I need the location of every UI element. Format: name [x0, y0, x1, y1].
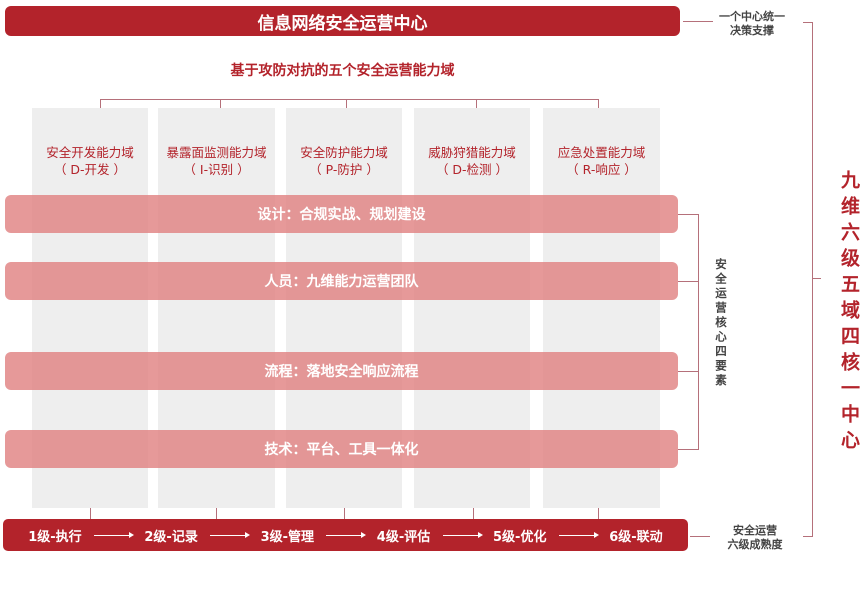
level-tick: [90, 508, 91, 519]
connector: [683, 21, 713, 22]
note-line: 一个中心统一: [719, 10, 785, 23]
level-tick: [598, 508, 599, 519]
level-label: 3级-管理: [260, 529, 315, 545]
band-label: 技术：平台、工具一体化: [264, 442, 419, 458]
center-note: 一个中心统一 决策支撑: [712, 10, 792, 38]
title-bar: 信息网络安全运营中心: [5, 6, 680, 36]
summary-title: 九维六级五域四核一中心: [838, 170, 860, 456]
domain-bracket: [100, 99, 598, 100]
level-label: 5级-优化: [493, 529, 547, 545]
level-tick: [344, 508, 345, 519]
bracket-arm: [678, 281, 698, 282]
level-label: 6级-联动: [609, 529, 663, 545]
bracket-arm: [803, 536, 812, 537]
bracket-tick: [598, 99, 599, 108]
level-label: 4级-评估: [376, 529, 431, 545]
level-tick: [216, 508, 217, 519]
domain-code: （ D-检测 ）: [435, 162, 509, 177]
note-line: 安全运营: [733, 524, 777, 537]
maturity-levels-bar: 1级-执行 2级-记录 3级-管理 4级-评估 5级-优化 6级-联动: [3, 519, 688, 551]
domain-name: 安全开发能力域: [46, 145, 134, 160]
arrow-right-icon: [442, 531, 483, 538]
domain-code: （ D-开发 ）: [53, 162, 127, 177]
elements-label: 安全运营核心四要素: [714, 258, 728, 389]
bracket-arm: [678, 449, 698, 450]
level-tick: [473, 508, 474, 519]
bracket-tick: [476, 99, 477, 108]
summary-bracket: [812, 22, 813, 537]
domain-code: （ P-防护 ）: [309, 162, 379, 177]
level-label: 2级-记录: [144, 529, 198, 545]
page-title: 信息网络安全运营中心: [257, 13, 428, 34]
element-band-process: 流程：落地安全响应流程: [5, 352, 678, 390]
band-label: 设计：合规实战、规划建设: [257, 207, 426, 223]
element-band-people: 人员：九维能力运营团队: [5, 262, 678, 300]
note-line: 六级成熟度: [727, 538, 783, 551]
arrow-right-icon: [210, 531, 251, 538]
domain-name: 暴露面监测能力域: [166, 145, 267, 160]
domain-name: 安全防护能力域: [300, 145, 388, 160]
element-band-technology: 技术：平台、工具一体化: [5, 430, 678, 468]
domain-name: 威胁狩猎能力域: [428, 145, 516, 160]
elements-bracket: [698, 214, 699, 450]
arrow-right-icon: [94, 531, 135, 538]
note-line: 决策支撑: [730, 24, 774, 37]
domain-code: （ I-识别 ）: [183, 162, 250, 177]
bracket-arm: [678, 214, 698, 215]
bracket-tick: [346, 99, 347, 108]
element-band-design: 设计：合规实战、规划建设: [5, 195, 678, 233]
bracket-tick: [220, 99, 221, 108]
bracket-arm: [678, 371, 698, 372]
connector: [690, 536, 710, 537]
domain-code: （ R-响应 ）: [566, 162, 637, 177]
level-label: 1级-执行: [28, 529, 82, 545]
levels-note: 安全运营 六级成熟度: [710, 524, 800, 552]
band-label: 人员：九维能力运营团队: [264, 274, 419, 290]
arrow-right-icon: [326, 531, 367, 538]
bracket-arm: [812, 278, 821, 279]
bracket-tick: [100, 99, 101, 108]
band-label: 流程：落地安全响应流程: [264, 364, 419, 380]
domain-name: 应急处置能力域: [557, 145, 646, 160]
subtitle: 基于攻防对抗的五个安全运营能力域: [230, 63, 455, 79]
bracket-arm: [803, 22, 812, 23]
arrow-right-icon: [558, 531, 599, 538]
